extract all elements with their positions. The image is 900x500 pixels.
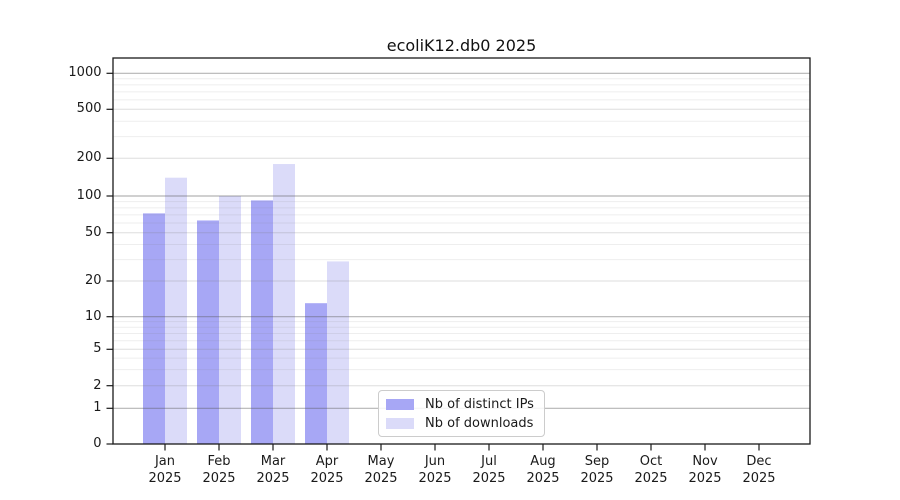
x-tick-month: Apr: [315, 454, 339, 469]
y-tick-label: 5: [93, 341, 102, 357]
x-tick-year: 2025: [148, 471, 182, 486]
y-tick-label: 200: [76, 150, 102, 166]
bar-downloads-jan: [165, 177, 187, 444]
x-tick-label: Aug 2025: [515, 453, 571, 487]
x-tick-year: 2025: [202, 471, 236, 486]
bar-downloads-mar: [273, 164, 295, 444]
x-tick-label: Oct 2025: [623, 453, 679, 487]
bar-distinct-ips-mar: [251, 200, 273, 444]
x-tick-month: Jul: [481, 454, 497, 469]
y-tick-label: 20: [84, 273, 102, 288]
legend-swatch-distinct-ips-icon: [386, 398, 414, 410]
x-tick-year: 2025: [364, 471, 398, 486]
chart-title: ecoliK12.db0 2025: [386, 36, 537, 55]
y-tick-label: 1000: [68, 65, 102, 81]
x-tick-year: 2025: [634, 471, 668, 486]
x-tick-label: Sep 2025: [569, 453, 625, 487]
legend-label: Nb of distinct IPs: [425, 396, 534, 412]
y-tick-label: 100: [76, 188, 102, 203]
bar-distinct-ips-apr: [305, 303, 327, 444]
x-tick-month: Sep: [584, 454, 610, 469]
x-tick-label: Nov 2025: [677, 453, 733, 487]
legend-swatch-downloads-icon: [386, 417, 414, 429]
y-tick-label: 2: [93, 377, 102, 393]
y-tick-label: 500: [76, 101, 102, 117]
x-tick-year: 2025: [526, 471, 560, 486]
x-tick-month: Feb: [207, 454, 231, 469]
x-tick-label: May 2025: [353, 453, 409, 487]
x-tick-year: 2025: [688, 471, 722, 486]
x-tick-month: Nov: [692, 454, 718, 469]
x-tick-year: 2025: [418, 471, 452, 486]
bar-downloads-apr: [327, 261, 349, 444]
legend-label: Nb of downloads: [425, 415, 534, 431]
x-tick-label: Apr 2025: [299, 453, 355, 487]
x-tick-label: Mar 2025: [245, 453, 301, 487]
legend: Nb of distinct IPs Nb of downloads: [378, 390, 545, 437]
x-tick-month: Mar: [260, 454, 286, 469]
legend-item: Nb of downloads: [386, 416, 544, 431]
x-tick-month: Aug: [530, 454, 556, 469]
bar-downloads-feb: [219, 196, 241, 444]
x-tick-year: 2025: [580, 471, 614, 486]
x-tick-label: Jun 2025: [407, 453, 463, 487]
x-tick-label: Jan 2025: [137, 453, 193, 487]
x-tick-month: Oct: [639, 454, 663, 469]
bar-distinct-ips-feb: [197, 220, 219, 444]
x-tick-month: Jun: [424, 454, 446, 469]
bar-distinct-ips-jan: [143, 213, 165, 444]
x-tick-month: Jan: [154, 454, 176, 469]
axes-spines: [112, 57, 811, 445]
y-tick-label: 50: [84, 224, 102, 240]
x-tick-label: Feb 2025: [191, 453, 247, 487]
legend-item: Nb of distinct IPs: [386, 397, 544, 412]
x-tick-label: Jul 2025: [461, 453, 517, 487]
y-tick-label: 0: [93, 436, 102, 451]
y-tick-label: 1: [93, 400, 102, 416]
x-tick-year: 2025: [256, 471, 290, 486]
x-tick-label: Dec 2025: [731, 453, 787, 487]
x-tick-year: 2025: [472, 471, 506, 486]
x-tick-year: 2025: [742, 471, 776, 486]
x-tick-month: Dec: [746, 454, 772, 469]
x-tick-month: May: [367, 454, 395, 469]
y-tick-label: 10: [84, 308, 102, 324]
x-tick-year: 2025: [310, 471, 344, 486]
